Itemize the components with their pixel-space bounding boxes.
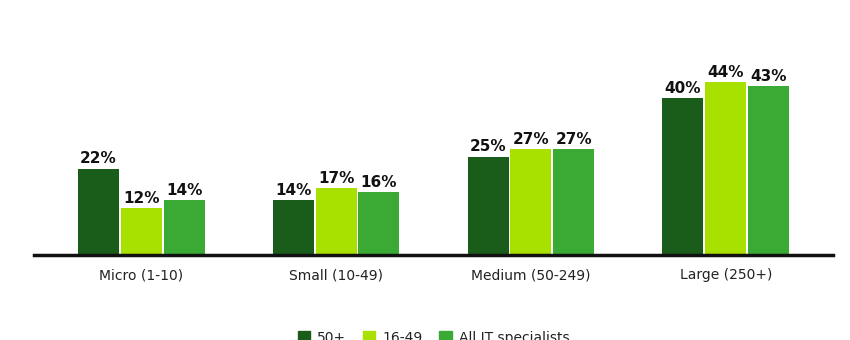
Text: 12%: 12%: [123, 190, 160, 205]
Bar: [78, 169, 119, 255]
Text: 40%: 40%: [665, 81, 701, 96]
Bar: [315, 188, 356, 255]
Bar: [121, 208, 162, 255]
Bar: [273, 200, 314, 255]
Text: 27%: 27%: [556, 132, 592, 147]
Bar: [163, 200, 205, 255]
Text: 43%: 43%: [751, 69, 787, 84]
Bar: [359, 192, 400, 255]
Bar: [748, 86, 789, 255]
Text: 44%: 44%: [707, 65, 744, 80]
Text: 14%: 14%: [166, 183, 202, 198]
Text: 14%: 14%: [275, 183, 311, 198]
Bar: [706, 82, 746, 255]
Text: 22%: 22%: [80, 151, 116, 166]
Text: 17%: 17%: [318, 171, 354, 186]
Bar: [511, 149, 552, 255]
Text: 25%: 25%: [470, 139, 507, 154]
Text: 27%: 27%: [513, 132, 549, 147]
Bar: [553, 149, 594, 255]
Bar: [468, 157, 508, 255]
Bar: [662, 98, 704, 255]
Legend: 50+, 16-49, All IT specialists: 50+, 16-49, All IT specialists: [292, 325, 575, 340]
Text: 16%: 16%: [360, 175, 397, 190]
